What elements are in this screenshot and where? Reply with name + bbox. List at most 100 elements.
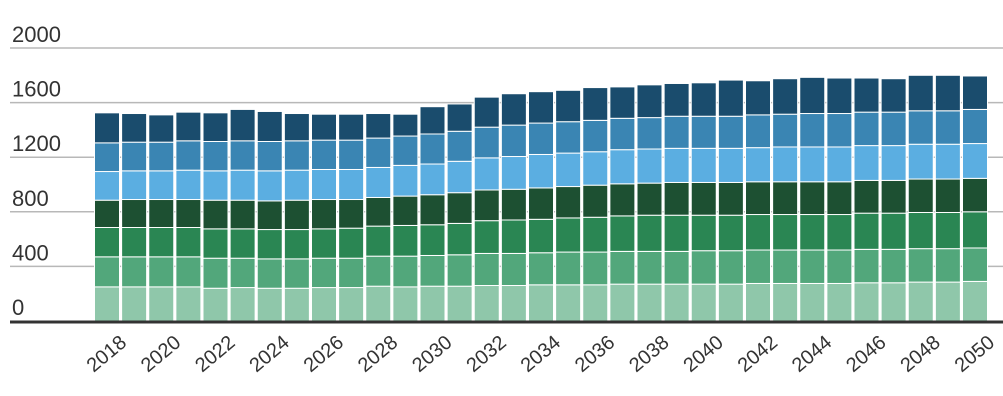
bar-segment (853, 282, 880, 322)
bar-segment (446, 192, 473, 224)
y-tick-label: 800 (12, 186, 49, 211)
bar-segment (934, 74, 961, 112)
bar-segment (934, 281, 961, 322)
bar-segment (419, 254, 446, 287)
bar-segment (799, 181, 826, 216)
bar-segment (365, 113, 392, 139)
bar-segment (419, 224, 446, 256)
bar-segment (256, 170, 283, 202)
bar-segment (826, 214, 853, 251)
bar-segment (853, 77, 880, 113)
bar-segment (907, 248, 934, 283)
bar-segment (853, 179, 880, 214)
bar-segment (799, 113, 826, 148)
y-tick-label: 2000 (12, 22, 61, 47)
bar-segment (853, 145, 880, 181)
bar-segment (256, 110, 283, 143)
bar-segment (121, 199, 148, 228)
x-tick-label: 2038 (625, 331, 673, 376)
bar-segment (934, 211, 961, 250)
bar-segment (365, 137, 392, 168)
bar-segment (148, 170, 175, 201)
bar-segment (256, 229, 283, 260)
bar-segment (256, 287, 283, 322)
bar-segment (500, 252, 527, 287)
bar-segment (256, 258, 283, 289)
bar-segment (283, 287, 310, 322)
bar-segment (582, 151, 609, 186)
bar-segment (500, 188, 527, 221)
bar-segment (338, 113, 365, 141)
bar-segment (446, 130, 473, 162)
bar-segment (690, 115, 717, 149)
bar-segment (175, 226, 202, 258)
bar-segment (962, 280, 988, 322)
bar-segment (717, 214, 744, 252)
bar-segment (94, 286, 120, 322)
bar-segment (880, 282, 907, 322)
bar-segment (880, 212, 907, 250)
y-axis-ticks: 0 400 800 1200 1600 2000 (12, 22, 61, 320)
x-tick-label: 2026 (300, 331, 348, 376)
bar-segment (934, 143, 961, 180)
bar-segment (690, 214, 717, 252)
bar-segment (175, 169, 202, 201)
bar-segment (338, 199, 365, 229)
bar-segment (962, 75, 988, 110)
x-tick-label: 2028 (354, 331, 402, 376)
bar-segment (772, 78, 799, 115)
bar-segment (880, 179, 907, 214)
bar-segment (202, 257, 229, 289)
bar-segment (962, 211, 988, 249)
bar-segment (202, 287, 229, 322)
bar-segment (446, 285, 473, 322)
x-tick-label: 2034 (517, 331, 565, 376)
bar-segment (745, 214, 771, 251)
bar-segment (880, 78, 907, 113)
bar-segment (880, 111, 907, 147)
bar-segment (446, 160, 473, 194)
bar-segment (636, 148, 663, 184)
bar-segment (555, 217, 582, 253)
bar-segment (94, 142, 120, 173)
bar-segment (94, 112, 120, 144)
bar-segment (853, 212, 880, 250)
bar-segment (311, 168, 337, 201)
bar-segment (717, 115, 744, 149)
bar-segment (853, 248, 880, 284)
bar-segment (555, 186, 582, 219)
bar-segment (473, 96, 500, 128)
y-tick-label: 1600 (12, 77, 61, 102)
bar-segment (500, 156, 527, 190)
bar-segment (202, 228, 229, 259)
bar-segment (907, 143, 934, 180)
x-tick-label: 2030 (408, 331, 456, 376)
x-tick-label: 2032 (462, 331, 510, 376)
bar-segment (202, 170, 229, 201)
bar-segment (148, 114, 175, 143)
bar-segment (690, 250, 717, 285)
bar-segment (799, 76, 826, 115)
bar-segment (202, 112, 229, 143)
bar-segment (338, 287, 365, 322)
bar-segment (907, 178, 934, 213)
bar-segment (419, 194, 446, 226)
bar-segment (772, 181, 799, 216)
bar-segment (392, 286, 419, 322)
bar-segment (473, 285, 500, 322)
bar-segment (690, 82, 717, 117)
bar-segment (473, 189, 500, 222)
bar-segment (717, 147, 744, 183)
bar-segment (283, 199, 310, 231)
bar-segment (311, 113, 337, 141)
bar-segment (283, 113, 310, 142)
bar-segment (745, 249, 771, 284)
bars (94, 74, 988, 322)
bar-segment (338, 139, 365, 170)
bar-segment (555, 89, 582, 123)
bar-segment (528, 187, 554, 220)
bar-segment (175, 199, 202, 228)
bar-segment (338, 257, 365, 289)
bar-segment (121, 113, 148, 143)
